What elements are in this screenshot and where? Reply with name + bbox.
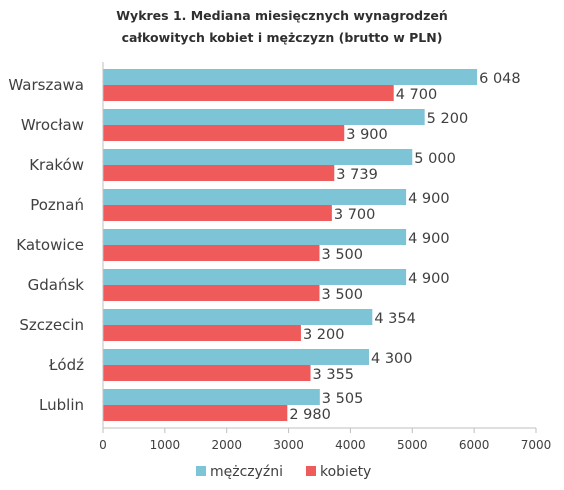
legend-label-men: mężczyźni — [210, 464, 283, 480]
bar-women — [103, 85, 394, 101]
bar-women — [103, 285, 320, 301]
data-label-men: 4 900 — [408, 231, 450, 247]
bar-women — [103, 325, 301, 341]
legend-swatch-men — [196, 466, 206, 476]
category-label: Warszawa — [8, 76, 84, 94]
x-tick-label: 2000 — [211, 438, 242, 452]
legend-swatch-women — [306, 466, 316, 476]
x-tick-label: 1000 — [150, 438, 181, 452]
legend-label-women: kobiety — [320, 464, 371, 480]
bar-men — [103, 109, 425, 125]
data-label-women: 3 500 — [322, 247, 364, 263]
bar-men — [103, 389, 320, 405]
bar-women — [103, 205, 332, 221]
bar-men — [103, 229, 407, 245]
data-label-men: 4 900 — [408, 191, 450, 207]
data-label-women: 4 700 — [396, 87, 438, 103]
x-tick-label: 5000 — [397, 438, 428, 452]
x-axis: 0 1000 2000 3000 4000 5000 6000 7000 — [99, 62, 551, 452]
chart-title-line-2: całkowitych kobiet i mężczyzn (brutto w … — [122, 30, 443, 45]
data-label-women: 3 700 — [334, 207, 376, 223]
x-tick-label: 4000 — [335, 438, 366, 452]
bar-men — [103, 69, 478, 85]
data-label-women: 3 200 — [303, 327, 345, 343]
category-label: Poznań — [30, 196, 84, 214]
data-label-women: 3 500 — [322, 287, 364, 303]
data-label-men: 5 200 — [427, 111, 469, 127]
legend: mężczyźni kobiety — [196, 464, 371, 480]
x-tick-label: 0 — [99, 438, 107, 452]
bar-women — [103, 125, 345, 141]
bar-women — [103, 165, 335, 181]
data-label-men: 4 354 — [374, 311, 416, 327]
bar-men — [103, 149, 413, 165]
category-label: Gdańsk — [28, 276, 85, 294]
x-tick-label: 7000 — [521, 438, 552, 452]
x-tick-label: 6000 — [459, 438, 490, 452]
category-label: Łódź — [48, 356, 84, 374]
bar-women — [103, 245, 320, 261]
category-label: Szczecin — [19, 316, 84, 334]
bar-women — [103, 365, 311, 381]
bar-men — [103, 349, 369, 365]
plot-area: Warszawa 6 048 4 700 Wrocław 5 200 3 900 Krakó… — [8, 69, 521, 423]
chart-title-line-1: Wykres 1. Mediana miesięcznych wynagrodz… — [116, 8, 447, 23]
category-label: Katowice — [16, 236, 84, 254]
data-label-men: 3 505 — [322, 391, 364, 407]
category-label: Wrocław — [21, 116, 84, 134]
data-label-women: 2 980 — [289, 407, 331, 423]
bar-men — [103, 309, 373, 325]
x-tick-label: 3000 — [273, 438, 304, 452]
data-label-men: 5 000 — [414, 151, 456, 167]
bar-women — [103, 405, 288, 421]
data-label-men: 4 300 — [371, 351, 413, 367]
data-label-men: 6 048 — [479, 71, 521, 87]
data-label-women: 3 900 — [346, 127, 388, 143]
bar-men — [103, 269, 407, 285]
data-label-men: 4 900 — [408, 271, 450, 287]
category-label: Lublin — [39, 396, 84, 414]
category-label: Kraków — [29, 156, 84, 174]
data-label-women: 3 739 — [336, 167, 378, 183]
data-label-women: 3 355 — [313, 367, 355, 383]
bar-men — [103, 189, 407, 205]
